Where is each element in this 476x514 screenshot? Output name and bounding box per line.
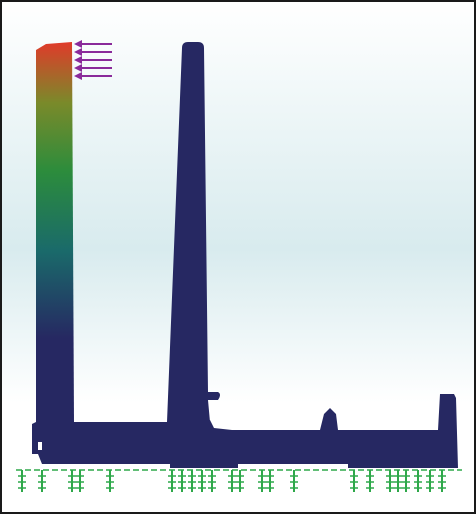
fixed-supports bbox=[16, 469, 462, 492]
pressure-load-arrows bbox=[74, 40, 112, 80]
fixed-support-icon bbox=[438, 470, 446, 492]
fixed-support-icon bbox=[402, 470, 410, 492]
fixed-support-icon bbox=[208, 470, 216, 492]
fixed-support-icon bbox=[106, 470, 114, 492]
fixed-support-icon bbox=[228, 470, 236, 492]
fixed-support-icon bbox=[18, 470, 26, 492]
load-arrow-icon bbox=[74, 72, 112, 80]
fixed-support-icon bbox=[198, 470, 206, 492]
load-arrow-icon bbox=[74, 40, 112, 48]
fixed-support-icon bbox=[258, 470, 266, 492]
fixed-support-icon bbox=[38, 470, 46, 492]
model-base-body bbox=[32, 394, 458, 468]
fixed-support-icon bbox=[76, 470, 84, 492]
fixed-support-icon bbox=[68, 470, 76, 492]
fixed-support-icon bbox=[290, 470, 298, 492]
fixed-support-icon bbox=[266, 470, 274, 492]
fixed-support-icon bbox=[414, 470, 422, 492]
fixed-support-icon bbox=[386, 470, 394, 492]
load-arrow-icon bbox=[74, 56, 112, 64]
fixed-support-icon bbox=[426, 470, 434, 492]
load-arrow-icon bbox=[74, 64, 112, 72]
load-arrow-icon bbox=[74, 48, 112, 56]
fixed-support-icon bbox=[350, 470, 358, 492]
fixed-support-icon bbox=[178, 470, 186, 492]
model-right-column bbox=[167, 42, 220, 422]
model-left-foot-notch bbox=[38, 442, 42, 450]
fixed-support-icon bbox=[236, 470, 244, 492]
fixed-support-icon bbox=[168, 470, 176, 492]
fixed-support-icon bbox=[188, 470, 196, 492]
model-left-column-contour bbox=[36, 42, 74, 422]
fixed-support-icon bbox=[394, 470, 402, 492]
fixed-support-icon bbox=[366, 470, 374, 492]
